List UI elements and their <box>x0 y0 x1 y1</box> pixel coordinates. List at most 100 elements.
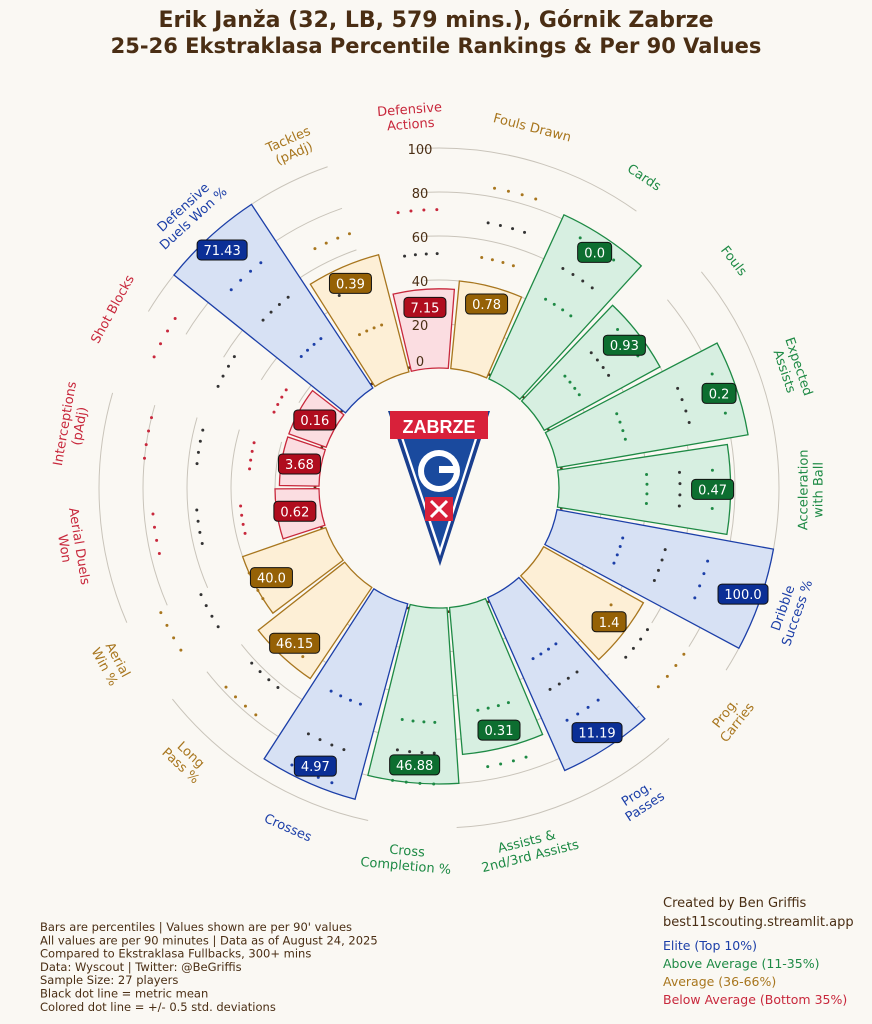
mean-dot <box>216 384 220 388</box>
legend-item: Average (36-66%) <box>663 974 776 989</box>
bar-8 <box>448 597 544 756</box>
std-dot-high <box>149 416 153 420</box>
std-dot-low <box>577 393 581 397</box>
value-label-7: 11.19 <box>578 727 615 742</box>
mean-dot <box>678 482 682 486</box>
std-dot-high <box>674 664 678 668</box>
crest-banner <box>390 411 488 439</box>
mean-dot <box>656 568 660 572</box>
mean-dot <box>601 366 605 370</box>
std-dot-low <box>247 571 251 575</box>
std-dot-high <box>432 782 436 786</box>
std-dot-high <box>259 261 263 265</box>
value-label-0: 0.78 <box>472 298 501 313</box>
value-label-11: 46.15 <box>276 637 313 652</box>
footnote-line: Bars are percentiles | Values shown are … <box>40 920 352 934</box>
mean-dot <box>663 548 667 552</box>
metric-label-group: Crosses <box>262 811 314 845</box>
std-dot-low <box>609 603 613 607</box>
mean-dot <box>201 428 205 432</box>
metric-label-group: DribbleSuccess % <box>769 578 816 648</box>
metric-label-group: CrossCompletion % <box>360 843 452 878</box>
std-dot-low <box>501 260 505 264</box>
value-box <box>701 382 737 404</box>
std-dot-low <box>506 701 510 705</box>
value-box <box>389 754 441 776</box>
std-dot-low <box>241 522 245 526</box>
radial-tick-label: 40 <box>412 275 429 290</box>
std-dot-high <box>596 698 600 702</box>
std-dot-high <box>249 269 253 273</box>
mean-dot <box>258 670 262 674</box>
std-dot-high <box>682 652 686 656</box>
std-dot-high <box>144 443 148 447</box>
footnote-line: All values are per 90 minutes | Data as … <box>40 933 378 947</box>
std-dot-low <box>511 264 515 268</box>
value-label-10: 4.97 <box>301 760 330 775</box>
mean-dot <box>330 743 334 747</box>
metric-label-group: Accelerationwith Ball <box>796 449 826 530</box>
bar-9 <box>367 603 460 785</box>
std-dot-low <box>531 657 535 661</box>
std-dot-high <box>391 778 395 782</box>
std-dot-low <box>621 536 625 540</box>
std-dot-low <box>365 329 369 333</box>
std-dot-high <box>534 197 538 201</box>
std-dot-low <box>400 717 404 721</box>
metric-label-group: Assists &2nd/3rd Assists <box>480 828 581 876</box>
std-dot-low <box>348 698 352 702</box>
mean-dot <box>678 493 682 497</box>
chart-subtitle: 25-26 Ekstraklasa Percentile Rankings & … <box>111 34 762 58</box>
mean-dot <box>286 295 290 299</box>
legend-item: Elite (Top 10%) <box>663 938 757 953</box>
mean-dot <box>660 558 664 562</box>
mean-dot <box>523 230 527 234</box>
radial-tick-label: 0 <box>416 355 424 370</box>
mean-dot <box>276 685 280 689</box>
std-dot-high <box>229 288 233 292</box>
std-dot-low <box>644 502 648 506</box>
std-dot-low <box>615 553 619 557</box>
std-dot-low <box>621 429 625 433</box>
std-dot-high <box>173 317 177 321</box>
std-dot-low <box>329 689 333 693</box>
mean-dot <box>498 223 502 227</box>
mean-dot <box>645 628 649 632</box>
metric-label-group: Interceptions(pAdj) <box>51 380 91 467</box>
std-dot-low <box>299 355 303 359</box>
value-box <box>273 500 317 522</box>
std-dot-low <box>486 706 490 710</box>
metric-label-group: LongPass % <box>159 739 208 787</box>
mean-dot <box>575 670 579 674</box>
mean-dot <box>677 470 681 474</box>
std-dot-low <box>573 386 577 390</box>
std-dot-low <box>249 458 253 462</box>
std-dot-high <box>165 623 169 627</box>
mean-dot <box>590 286 594 290</box>
std-dot-low <box>615 412 619 416</box>
metric-label-group: Aerial DuelsWon <box>54 507 92 587</box>
std-dot-high <box>499 762 503 766</box>
mean-dot <box>337 294 341 298</box>
radial-tick-labels: 0 20 40 60 80 100 <box>408 143 433 370</box>
std-dot-high <box>486 765 490 769</box>
value-label-5: 100.0 <box>724 588 761 603</box>
std-dot-high <box>698 584 702 588</box>
std-dot-high <box>159 342 163 346</box>
std-dot-high <box>520 193 524 197</box>
bar-12 <box>241 526 345 615</box>
bar-4 <box>556 443 732 536</box>
mean-dot <box>195 462 199 466</box>
mean-dot <box>676 386 680 390</box>
metric-label-group: Prog.Carries <box>710 696 758 746</box>
mean-dot <box>511 227 515 231</box>
std-dot-low <box>256 588 260 592</box>
std-dot-low <box>544 297 548 301</box>
bar-10 <box>263 587 409 801</box>
radial-tick-label: 100 <box>408 143 433 158</box>
std-dot-high <box>316 775 320 779</box>
std-dot-low <box>357 333 361 337</box>
std-dot-high <box>347 232 351 236</box>
value-label-1: 0.0 <box>584 246 605 261</box>
mean-dot <box>684 409 688 413</box>
